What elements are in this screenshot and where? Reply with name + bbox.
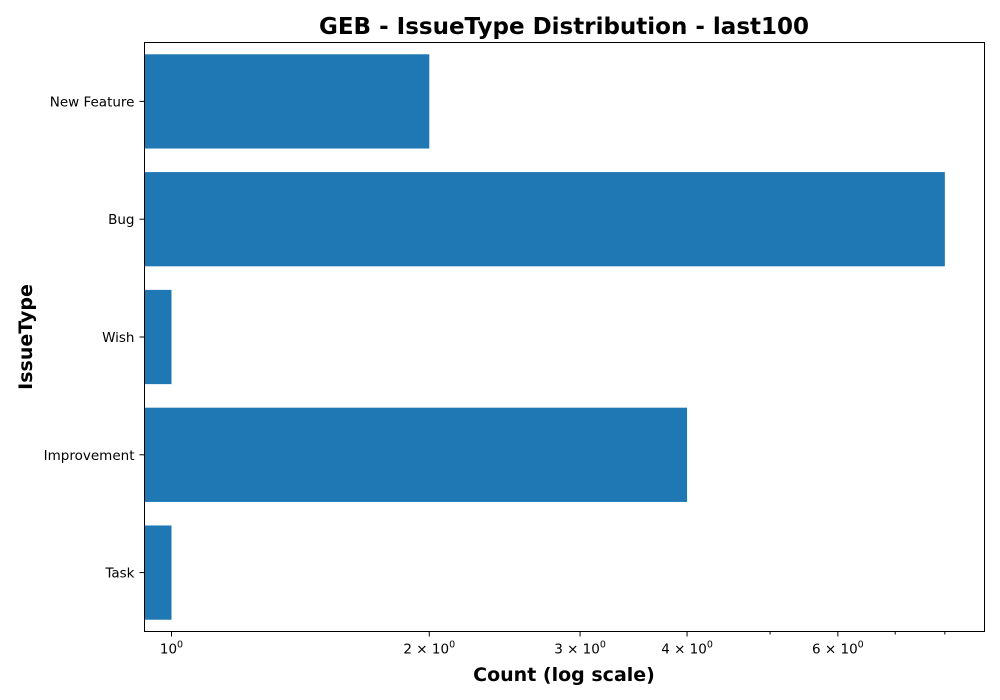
y-tick-label-wish: Wish (102, 330, 134, 346)
ticks-layer: New Feature Bug Wish Improvement Task 100 2 × … (44, 94, 946, 658)
y-tick-label-bug: Bug (108, 212, 134, 228)
x-axis-label: Count (log scale) (473, 664, 655, 686)
y-axis-label: IssueType (15, 284, 37, 390)
chart-title: GEB - IssueType Distribution - last100 (319, 14, 809, 40)
y-tick-label-improvement: Improvement (44, 448, 135, 464)
x-tick-label: 2 × 100 (403, 640, 455, 658)
bar-improvement (145, 407, 688, 502)
plot-frame (144, 42, 985, 632)
y-tick-label-new-feature: New Feature (50, 94, 135, 110)
x-tick-label: 100 (160, 640, 183, 658)
bar-wish (145, 289, 172, 385)
bars-layer (145, 54, 945, 620)
x-tick-label: 3 × 100 (554, 640, 606, 658)
bar-new-feature (145, 54, 430, 149)
x-tick-label: 6 × 100 (812, 640, 864, 658)
bar-bug (145, 172, 945, 267)
x-tick-label: 4 × 100 (661, 640, 713, 658)
bar-task (145, 525, 172, 620)
y-tick-label-task: Task (104, 566, 134, 582)
